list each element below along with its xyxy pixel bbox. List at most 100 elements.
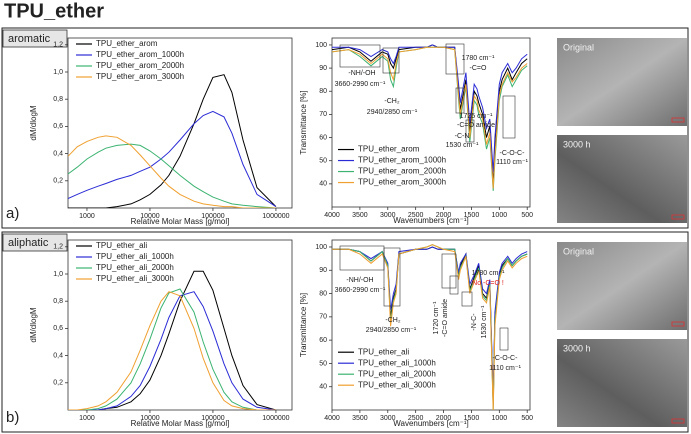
legend-label: TPU_ether_arom	[358, 145, 420, 154]
y-tick-label: 1,2	[53, 244, 63, 251]
legend-label: TPU_ether_ali	[358, 347, 409, 356]
scale-bar	[671, 117, 685, 123]
annotation: 1110 cm⁻¹	[496, 159, 529, 166]
annotation-box	[502, 95, 516, 139]
annotation: 3660-2990 cm⁻¹	[335, 81, 386, 88]
y-tick-label: 1,0	[53, 271, 63, 278]
y-tick-label: 0,8	[53, 96, 63, 103]
annotation-box	[382, 47, 400, 74]
legend-label: TPU_ether_ali_3000h	[96, 274, 174, 283]
y-axis-label: Transmittance [%]	[299, 90, 308, 154]
legend-box	[336, 346, 448, 393]
x-tick-label: 4000	[324, 415, 340, 422]
y-axis-label: Transmittance [%]	[299, 293, 308, 357]
annotation: -NH/-OH	[348, 70, 375, 77]
plot-area	[331, 239, 531, 411]
x-tick-label: 2000	[436, 415, 452, 422]
annotation: 2940/2850 cm⁻¹	[366, 327, 417, 334]
x-tick-label: 1000	[492, 212, 508, 219]
micrograph-label: 3000 h	[563, 139, 591, 149]
plot-area	[67, 239, 293, 411]
legend-label: TPU_ether_ali_2000h	[358, 369, 436, 378]
annotation-box	[441, 253, 457, 289]
y-tick-label: 100	[315, 42, 327, 49]
legend-label: TPU_ether_ali_1000h	[96, 252, 174, 261]
micrograph	[557, 38, 687, 126]
panel-tag-box	[2, 233, 68, 252]
legend-label: TPU_ether_arom_2000h	[358, 167, 446, 176]
annotation: 1530 cm⁻¹	[481, 305, 488, 339]
y-tick-label: 0,2	[53, 178, 63, 185]
y-tick-label: 0,2	[53, 380, 63, 387]
y-tick-label: 0,4	[53, 352, 63, 359]
micrograph	[557, 339, 687, 427]
micrograph-label: Original	[563, 246, 594, 256]
x-axis-label: Relative Molar Mass [g/mol]	[131, 419, 230, 428]
series-line	[68, 74, 277, 208]
annotation: 1720 cm⁻¹	[433, 301, 440, 335]
annotation: 3660-2990 cm⁻¹	[335, 287, 386, 294]
x-tick-label: 10000	[140, 415, 160, 422]
x-tick-label: 1500	[464, 415, 480, 422]
annotation-box	[445, 43, 465, 75]
annotation-box	[465, 119, 475, 143]
annotation: -N-C-	[471, 313, 478, 331]
legend-label: TPU_ether_arom_1000h	[358, 156, 446, 165]
annotation: -C-O-C-	[493, 355, 519, 362]
x-tick-label: 1000000	[262, 213, 289, 220]
panel-tag: aliphatic	[8, 237, 49, 249]
y-axis-label: dM/dlogM	[29, 105, 38, 140]
y-tick-label: 70	[319, 111, 327, 118]
x-axis-label: Wavenumbers [cm⁻¹]	[393, 419, 469, 428]
y-tick-label: 1,2	[53, 42, 63, 49]
x-tick-label: 1500	[464, 212, 480, 219]
annotation: No -C=O !	[472, 280, 504, 287]
annotation: -C=O amide	[442, 299, 449, 337]
chart: 4000 3500 3000 2500 2000 1500 1000 500 40 50 60 70 8…	[299, 37, 533, 225]
micrograph-label: Original	[563, 42, 594, 52]
series-line	[332, 46, 528, 189]
annotation: -C-N	[455, 133, 470, 140]
legend-label: TPU_ether_arom_3000h	[96, 72, 184, 81]
x-tick-label: 100000	[201, 415, 224, 422]
legend-label: TPU_ether_ali	[96, 241, 147, 250]
x-tick-label: 2000	[436, 212, 452, 219]
legend-label: TPU_ether_arom_3000h	[358, 178, 446, 187]
series-line	[68, 135, 276, 208]
legend-label: TPU_ether_ali_3000h	[358, 380, 436, 389]
x-tick-label: 2500	[408, 212, 424, 219]
panel-tag-box	[2, 29, 68, 48]
y-tick-label: 90	[319, 65, 327, 72]
legend-label: TPU_ether_arom_2000h	[96, 61, 184, 70]
scale-bar	[671, 214, 685, 220]
annotation: 2940/2850 cm⁻¹	[367, 109, 418, 116]
y-tick-label: 60	[319, 134, 327, 141]
legend-label: TPU_ether_ali_1000h	[358, 358, 436, 367]
scale-bar	[671, 418, 685, 424]
annotation: -C=O	[470, 65, 487, 72]
figure-title: TPU_ether	[4, 0, 104, 22]
annotation: 1780 cm⁻¹	[462, 55, 496, 62]
x-tick-label: 1000	[79, 213, 95, 220]
annotation-box	[339, 44, 381, 68]
x-tick-label: 1000	[492, 415, 508, 422]
x-tick-label: 3500	[352, 415, 368, 422]
annotation: 1780 cm⁻¹	[472, 270, 506, 277]
y-axis-label: dM/dlogM	[29, 307, 38, 342]
chart: 1000 10000 100000 1000000 0,2 0,4 0,6 0,8 1,0 1,2…	[29, 239, 293, 428]
y-tick-label: 70	[319, 314, 327, 321]
annotation: -CH₂	[385, 317, 400, 324]
y-tick-label: 40	[319, 384, 327, 391]
series-line	[68, 110, 277, 208]
x-tick-label: 500	[521, 212, 533, 219]
micrograph	[557, 135, 687, 223]
scale-bar	[671, 321, 685, 327]
plot-area	[331, 37, 531, 208]
annotation: 1110 cm⁻¹	[489, 365, 522, 372]
annotation-box	[499, 327, 509, 351]
y-tick-label: 100	[315, 244, 327, 251]
x-axis-label: Relative Molar Mass [g/mol]	[131, 217, 230, 226]
annotation: -C-O-C-	[500, 150, 526, 157]
y-tick-label: 50	[319, 158, 327, 165]
